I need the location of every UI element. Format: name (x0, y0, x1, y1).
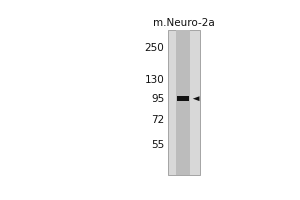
Text: 95: 95 (151, 94, 164, 104)
Text: 250: 250 (145, 43, 164, 53)
Polygon shape (193, 96, 200, 101)
Text: 130: 130 (145, 75, 164, 85)
Bar (177, 96, 189, 101)
Text: 72: 72 (151, 115, 164, 125)
Text: 55: 55 (151, 140, 164, 150)
Bar (168, 30, 200, 175)
Text: m.Neuro-2a: m.Neuro-2a (153, 18, 215, 28)
Bar (176, 30, 190, 175)
